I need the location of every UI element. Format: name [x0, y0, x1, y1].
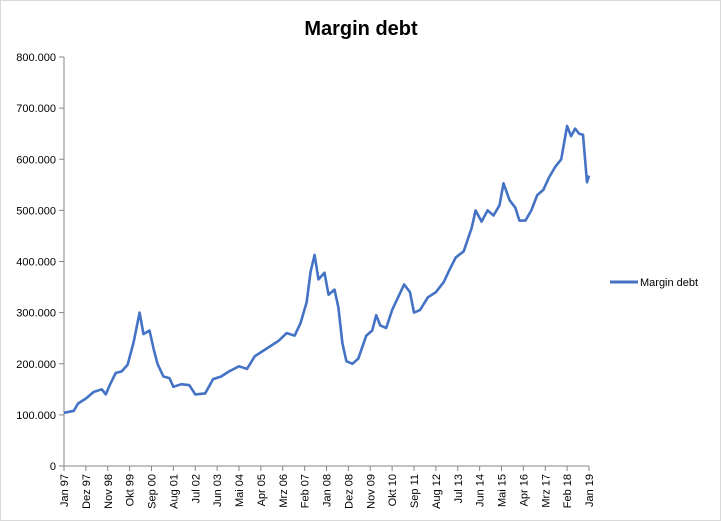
x-tick-label: Apr 16 [518, 474, 530, 506]
y-tick-label: 800.000 [16, 52, 56, 64]
x-tick-label: Jan 97 [59, 474, 71, 507]
x-tick-label: Mrz 17 [540, 474, 552, 508]
x-tick-label: Aug 12 [431, 474, 443, 509]
x-tick-label: Dez 08 [343, 474, 355, 509]
y-tick-label: 100.000 [16, 410, 56, 422]
x-tick-label: Jan 08 [322, 474, 334, 507]
x-tick-label: Jan 19 [584, 474, 596, 507]
y-tick-label: 400.000 [16, 257, 56, 269]
y-tick-label: 600.000 [16, 154, 56, 166]
y-axis: 0 100.000 200.000 300.000 400.000 500.000 600.… [16, 52, 65, 473]
x-axis: Jan 97 Dez 97 Nov 98 Okt 99 Sep 00 Aug 01 Jul … [59, 465, 596, 509]
x-tick-label: Jul 02 [190, 474, 202, 503]
x-tick-label: Apr 05 [256, 474, 268, 506]
x-tick-label: Jun 03 [212, 474, 224, 507]
x-tick-label: Jul 13 [453, 474, 465, 503]
x-tick-label: Nov 98 [103, 474, 115, 509]
x-tick-label: Okt 10 [387, 474, 399, 506]
x-tick-label: Mrz 06 [278, 474, 290, 508]
x-tick-label: Jun 14 [475, 474, 487, 507]
x-tick-label: Aug 01 [168, 474, 180, 509]
x-tick-label: Sep 00 [147, 474, 159, 509]
legend: Margin debt [610, 277, 698, 289]
x-tick-label: Sep 11 [409, 474, 421, 508]
x-tick-label: Nov 09 [365, 474, 377, 509]
x-tick-label: Mai 04 [234, 474, 246, 507]
x-tick-label: Mai 15 [497, 474, 509, 507]
chart-title: Margin debt [304, 18, 418, 40]
y-tick-label: 700.000 [16, 103, 56, 115]
legend-label-margin-debt: Margin debt [640, 277, 698, 289]
x-tick-label: Okt 99 [125, 474, 137, 506]
y-tick-label: 300.000 [16, 308, 56, 320]
y-tick-label: 200.000 [16, 359, 56, 371]
x-tick-label: Feb 07 [300, 474, 312, 508]
x-tick-label: Feb 18 [562, 474, 574, 508]
x-tick-label: Dez 97 [81, 474, 93, 509]
y-tick-label: 0 [50, 461, 56, 473]
series-line-margin-debt [63, 124, 591, 415]
y-tick-label: 500.000 [16, 205, 56, 217]
plot-series [63, 124, 591, 415]
